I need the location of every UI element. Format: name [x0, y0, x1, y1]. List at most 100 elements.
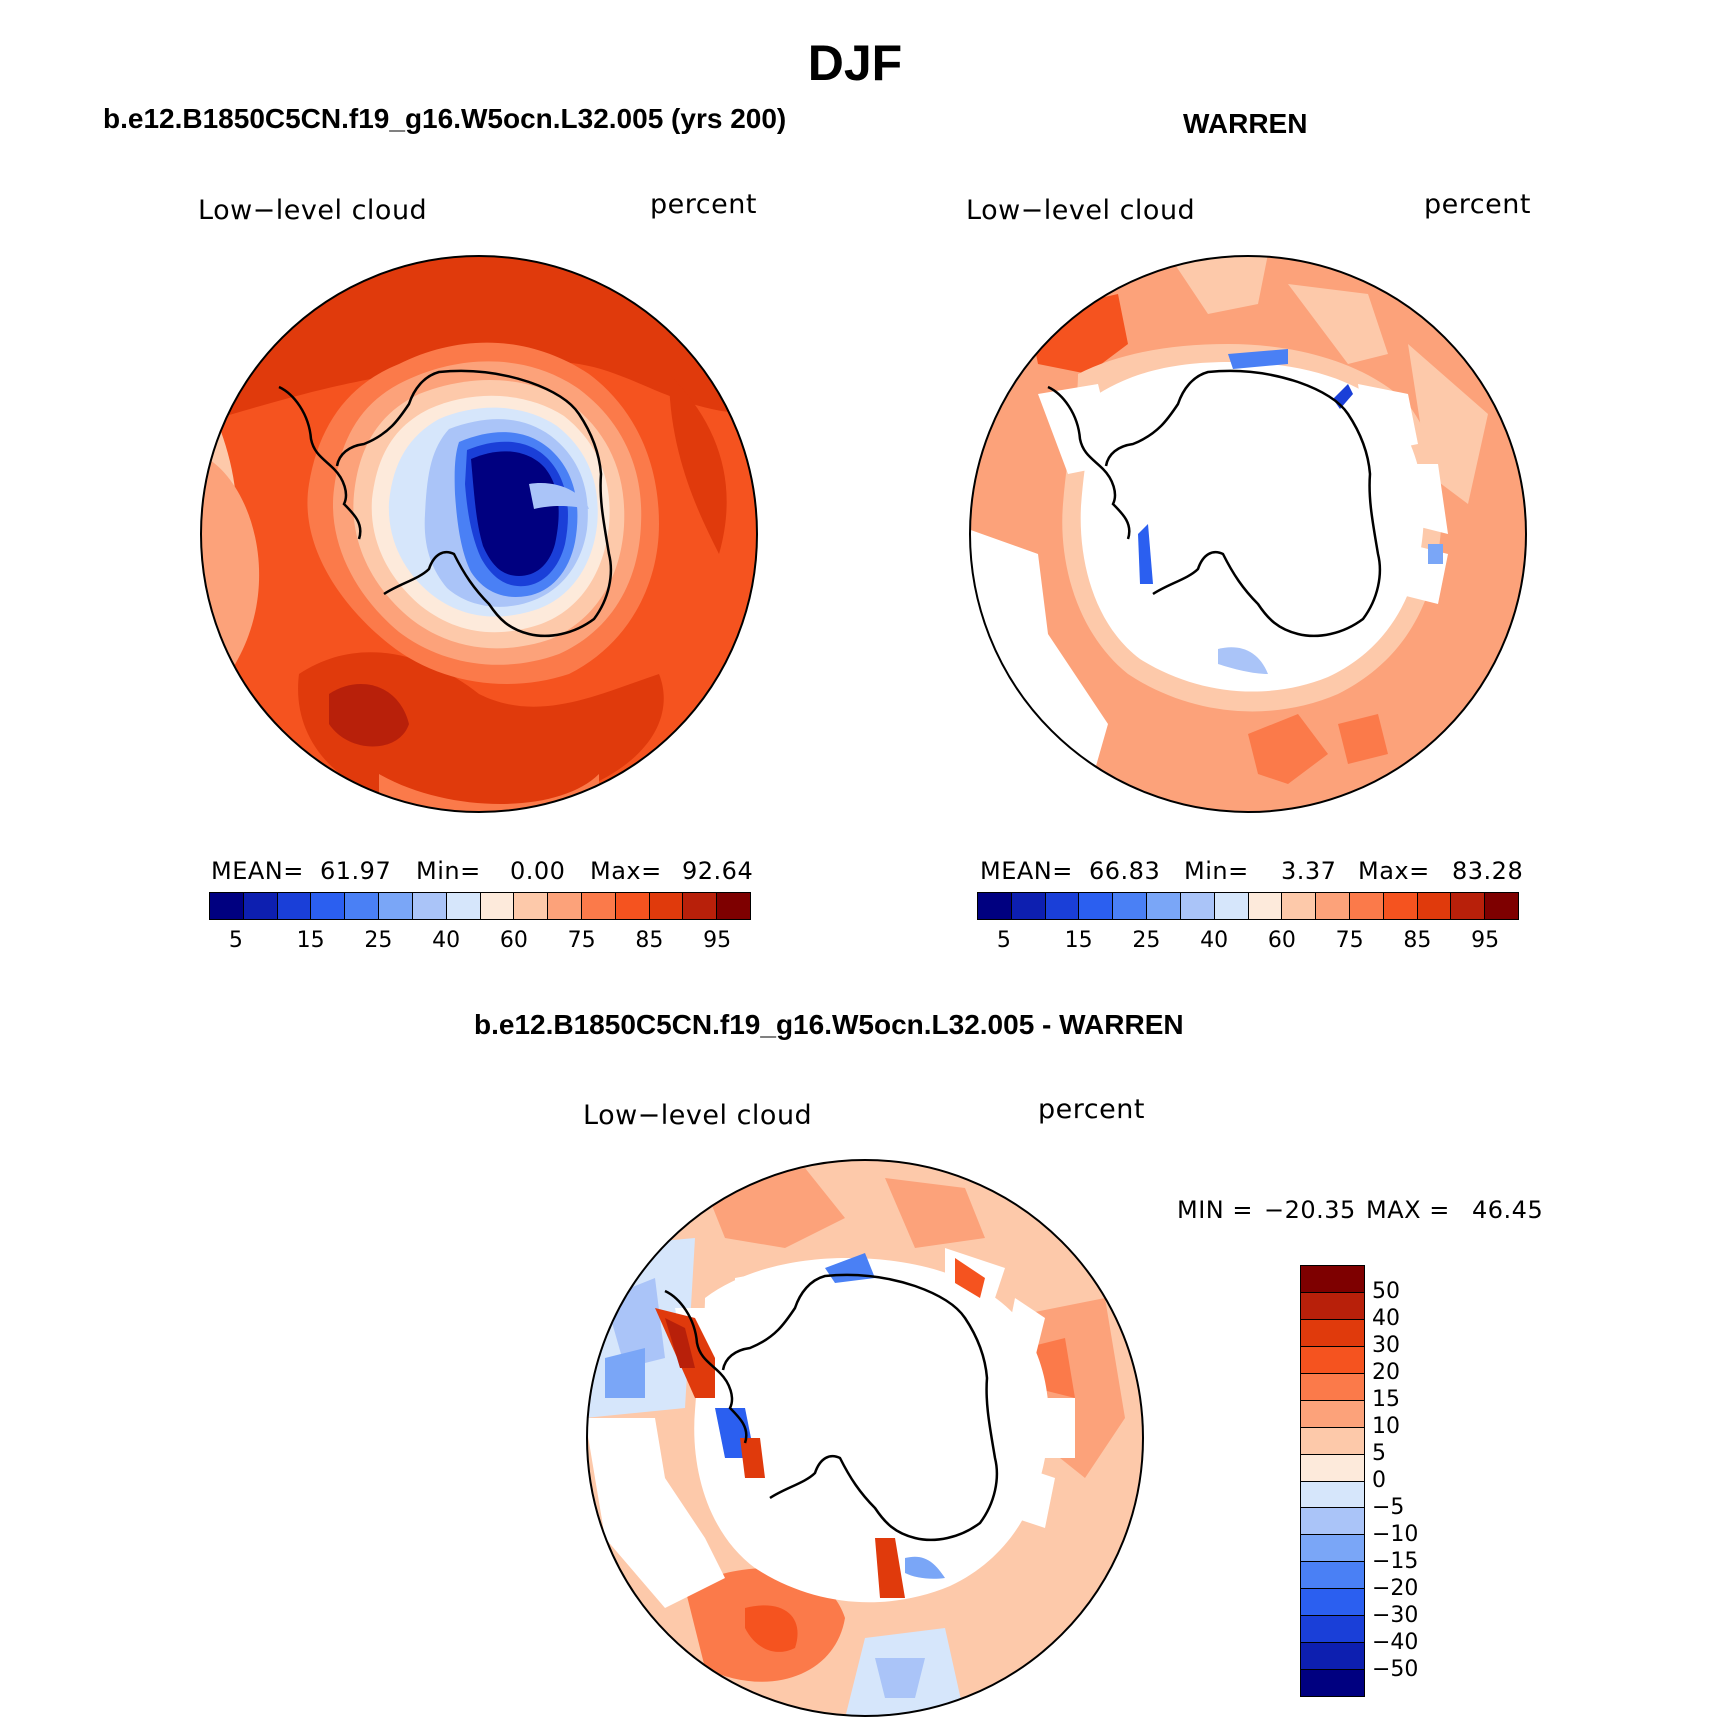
colorbar-swatch	[1147, 893, 1181, 919]
model-min-value: 0.00	[510, 857, 566, 885]
diff-min-value: −20.35	[1264, 1196, 1356, 1224]
colorbar-tick-label: 30	[1372, 1333, 1400, 1358]
model-units-label: percent	[650, 189, 757, 220]
colorbar-swatch	[1282, 893, 1317, 919]
colorbar-tick-label: 75	[1335, 928, 1364, 953]
colorbar-tick-label: 20	[1372, 1360, 1400, 1385]
colorbar-swatch	[1301, 1535, 1364, 1563]
colorbar-tick-label: 15	[296, 928, 325, 953]
model-mean-value: 61.97	[320, 857, 392, 885]
colorbar-swatch	[1301, 1346, 1364, 1374]
colorbar-swatch	[1301, 1373, 1364, 1401]
colorbar-swatch	[1301, 1454, 1364, 1482]
colorbar-swatch	[345, 893, 380, 919]
obs-max-label: Max=	[1358, 857, 1430, 885]
obs-polar-map	[969, 255, 1527, 813]
colorbar-tick-label: 40	[1200, 928, 1229, 953]
model-variable-label: Low−level cloud	[198, 195, 428, 226]
colorbar-swatch	[1383, 893, 1418, 919]
colorbar-swatch	[1316, 893, 1350, 919]
colorbar-swatch	[1301, 1562, 1364, 1590]
colorbar-swatch	[243, 893, 278, 919]
colorbar-swatch	[311, 893, 346, 919]
colorbar-tick-label: −40	[1372, 1630, 1419, 1655]
colorbar-swatch	[717, 893, 750, 919]
colorbar-swatch	[548, 893, 582, 919]
colorbar-tick-label: 85	[635, 928, 664, 953]
colorbar-swatch	[1248, 893, 1283, 919]
colorbar-swatch	[1301, 1670, 1364, 1696]
colorbar-swatch	[1301, 1292, 1364, 1320]
colorbar-swatch	[1301, 1643, 1364, 1671]
colorbar-tick-label: −5	[1372, 1495, 1405, 1520]
colorbar-tick-label: −10	[1372, 1522, 1419, 1547]
colorbar-swatch	[615, 893, 650, 919]
colorbar-swatch	[649, 893, 684, 919]
colorbar-swatch	[1045, 893, 1080, 919]
diff-panel-title: b.e12.B1850C5CN.f19_g16.W5ocn.L32.005 - …	[474, 1009, 1184, 1040]
colorbar-tick-label: 5	[996, 928, 1011, 953]
colorbar-tick-label: 60	[1267, 928, 1296, 953]
colorbar-tick-label: 15	[1064, 928, 1093, 953]
colorbar-swatch	[1485, 893, 1518, 919]
model-mean-label: MEAN=	[211, 857, 304, 885]
diff-max-value: 46.45	[1472, 1196, 1544, 1224]
obs-min-label: Min=	[1184, 857, 1249, 885]
colorbar-tick-label: 5	[1372, 1441, 1386, 1466]
model-panel-title: b.e12.B1850C5CN.f19_g16.W5ocn.L32.005 (y…	[103, 103, 787, 134]
diff-min-label: MIN =	[1177, 1196, 1253, 1224]
colorbar-swatch	[1180, 893, 1215, 919]
colorbar-tick-label: −30	[1372, 1603, 1419, 1628]
colorbar-swatch	[277, 893, 312, 919]
colorbar-tick-label: 95	[703, 928, 732, 953]
colorbar-tick-label: 10	[1372, 1414, 1400, 1439]
diff-polar-map	[586, 1159, 1144, 1717]
colorbar-tick-label: 60	[499, 928, 528, 953]
obs-mean-value: 66.83	[1089, 857, 1161, 885]
colorbar-swatch	[480, 893, 515, 919]
colorbar-swatch	[978, 893, 1012, 919]
obs-units-label: percent	[1424, 189, 1531, 220]
colorbar-swatch	[1301, 1266, 1364, 1293]
colorbar-swatch	[1417, 893, 1452, 919]
colorbar-swatch	[210, 893, 244, 919]
colorbar-tick-label: 40	[432, 928, 461, 953]
model-max-value: 92.64	[682, 857, 754, 885]
diff-colorbar	[1300, 1265, 1365, 1697]
colorbar-swatch	[1349, 893, 1384, 919]
obs-max-value: 83.28	[1452, 857, 1524, 885]
colorbar-swatch	[683, 893, 718, 919]
obs-mean-label: MEAN=	[980, 857, 1073, 885]
figure-title: DJF	[807, 35, 903, 91]
diff-units-label: percent	[1038, 1094, 1145, 1125]
colorbar-tick-label: −15	[1372, 1549, 1419, 1574]
colorbar-swatch	[1301, 1616, 1364, 1644]
colorbar-tick-label: 5	[228, 928, 243, 953]
model-colorbar	[209, 892, 751, 920]
model-min-label: Min=	[416, 857, 481, 885]
diff-max-label: MAX =	[1366, 1196, 1450, 1224]
colorbar-swatch	[1011, 893, 1046, 919]
colorbar-swatch	[1301, 1589, 1364, 1617]
obs-panel-title: WARREN	[1183, 108, 1308, 139]
obs-colorbar	[977, 892, 1519, 920]
colorbar-tick-label: 0	[1372, 1468, 1386, 1493]
obs-variable-label: Low−level cloud	[966, 195, 1196, 226]
colorbar-swatch	[581, 893, 616, 919]
colorbar-swatch	[1301, 1427, 1364, 1455]
diff-variable-label: Low−level cloud	[583, 1100, 813, 1131]
colorbar-swatch	[514, 893, 549, 919]
colorbar-tick-label: 40	[1372, 1306, 1400, 1331]
colorbar-swatch	[1301, 1319, 1364, 1347]
colorbar-tick-label: 15	[1372, 1387, 1400, 1412]
colorbar-swatch	[412, 893, 447, 919]
model-polar-map	[200, 255, 758, 813]
colorbar-swatch	[1301, 1508, 1364, 1536]
colorbar-swatch	[1079, 893, 1114, 919]
colorbar-swatch	[1451, 893, 1486, 919]
colorbar-tick-label: −50	[1372, 1657, 1419, 1682]
colorbar-swatch	[1214, 893, 1249, 919]
colorbar-tick-label: 75	[567, 928, 596, 953]
colorbar-tick-label: 95	[1471, 928, 1500, 953]
colorbar-swatch	[1301, 1400, 1364, 1428]
